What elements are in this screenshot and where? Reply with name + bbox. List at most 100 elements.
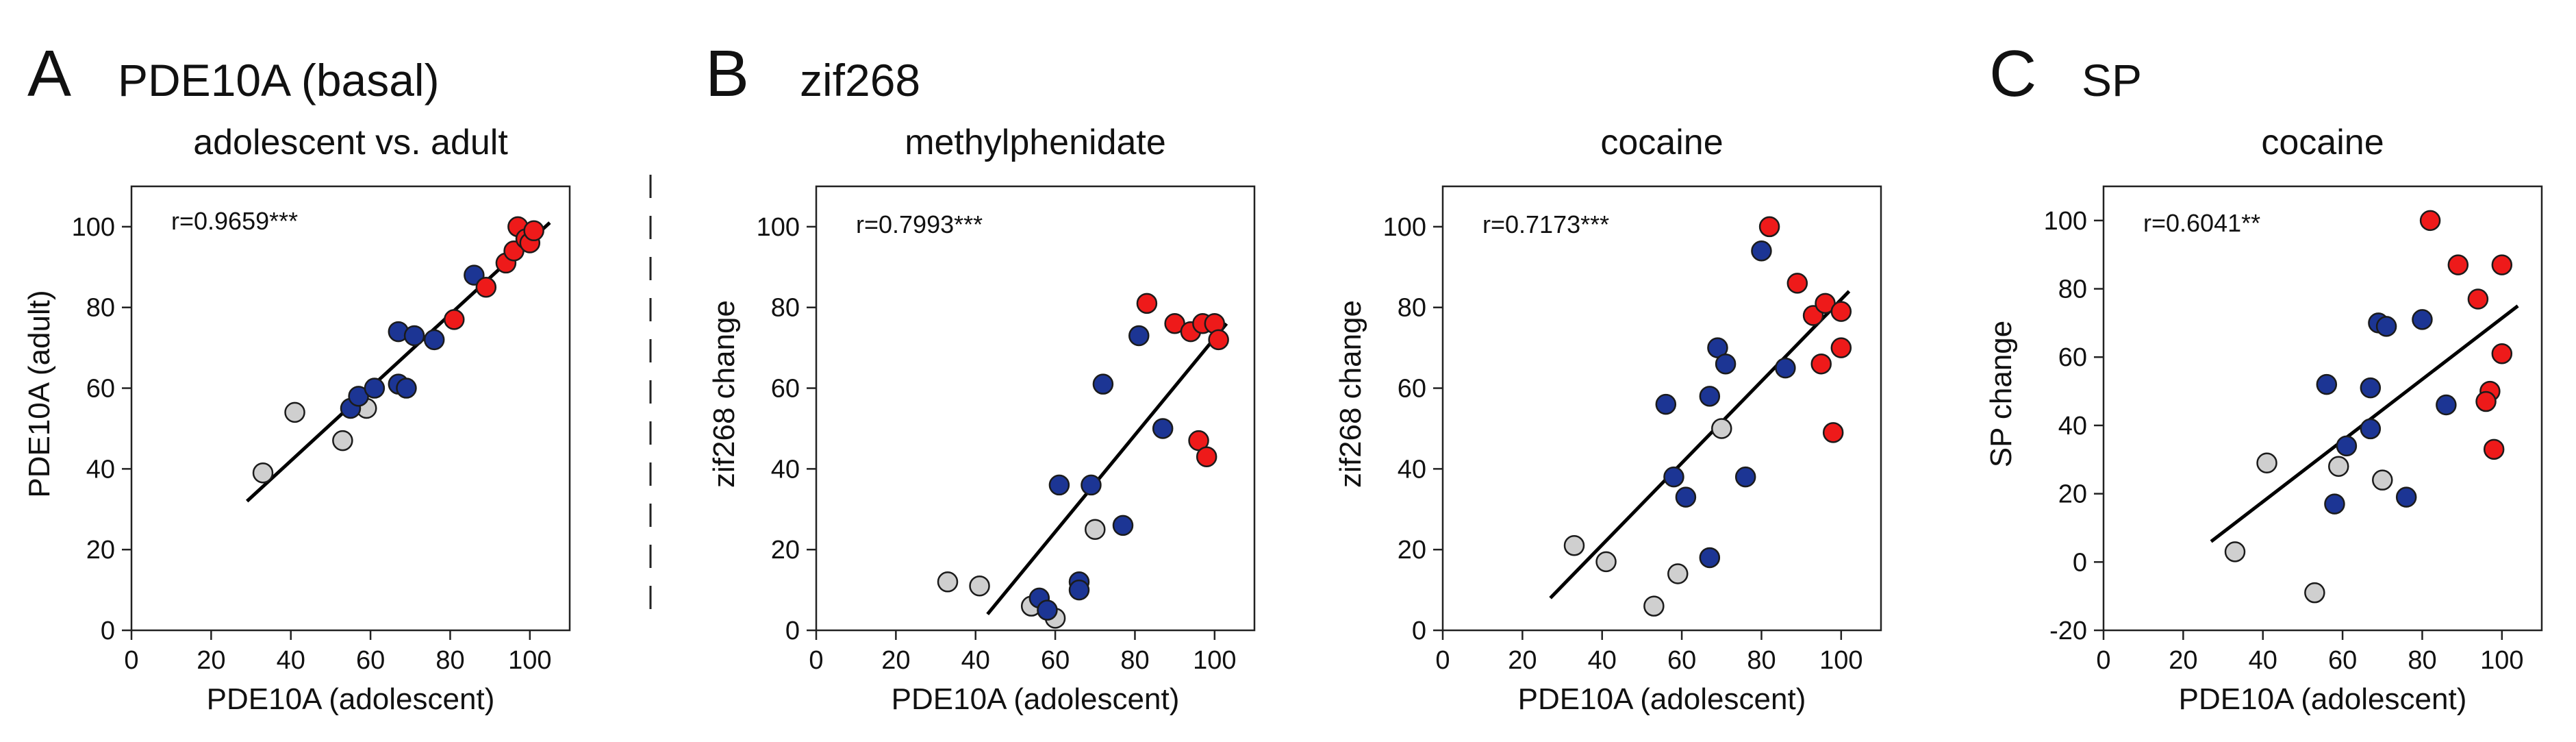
data-point-gray [2372, 469, 2393, 491]
data-point-gray [252, 462, 274, 484]
x-tick-label: 40 [277, 646, 305, 675]
data-point-red [2475, 391, 2497, 412]
data-point-red [523, 220, 544, 242]
y-tick-label: 20 [86, 536, 115, 565]
x-tick-label: 0 [2096, 646, 2110, 675]
data-point-red [1208, 329, 1229, 351]
y-tick-label: -20 [2049, 617, 2087, 645]
panel-heading-b: zif268 [800, 55, 920, 106]
data-point-gray [1595, 551, 1617, 573]
data-point-red [1196, 446, 1217, 467]
data-point-blue [1037, 599, 1058, 621]
y-tick-label: 60 [771, 375, 800, 404]
data-point-blue [2375, 316, 2397, 337]
y-tick-label: 80 [2058, 275, 2087, 304]
correlation-label: r=0.9659*** [171, 207, 298, 235]
x-tick-label: 60 [1041, 646, 1070, 675]
panel-letter-b: B [705, 37, 749, 110]
data-point-red [1822, 422, 1844, 443]
x-tick-label: 40 [2249, 646, 2277, 675]
data-point-blue [1663, 466, 1684, 488]
x-tick-label: 0 [124, 646, 138, 675]
panel-heading-a: PDE10A (basal) [118, 55, 440, 106]
y-tick-label: 40 [86, 455, 115, 484]
y-tick-label: 80 [86, 294, 115, 323]
data-point-blue [396, 378, 417, 399]
data-point-red [1810, 353, 1832, 375]
data-point-gray [1563, 535, 1585, 556]
x-tick-label: 100 [2480, 646, 2523, 675]
data-point-red [475, 277, 497, 298]
subplot-c-cocaine: cocaine r=0.6041** PDE10A (adolescent) S… [1984, 123, 2543, 716]
data-point-blue [1152, 418, 1174, 439]
y-tick-label: 40 [2058, 412, 2087, 441]
y-tick-label: 80 [771, 294, 800, 323]
y-tick-label: 100 [72, 213, 115, 242]
plot-frame [1441, 185, 1882, 632]
x-tick-label: 80 [2408, 646, 2436, 675]
data-point-red [2491, 254, 2513, 275]
x-tick-label: 20 [2169, 646, 2197, 675]
data-point-red [2467, 288, 2489, 310]
subplot-title: adolescent vs. adult [193, 123, 508, 162]
data-point-blue [1751, 240, 1772, 262]
x-tick-label: 100 [508, 646, 551, 675]
plot-frame [815, 185, 1256, 632]
y-tick-label: 80 [1398, 294, 1426, 323]
data-point-blue [403, 325, 425, 347]
data-point-blue [1734, 466, 1756, 488]
x-tick-label: 80 [435, 646, 464, 675]
data-point-red [2491, 343, 2513, 364]
data-point-red [1830, 301, 1852, 322]
correlation-label: r=0.7173*** [1482, 210, 1609, 238]
data-point-blue [1699, 547, 1721, 569]
regression-line [1549, 290, 1851, 599]
data-point-blue [1775, 357, 1796, 379]
x-axis-label: PDE10A (adolescent) [207, 682, 495, 716]
data-point-blue [423, 329, 445, 351]
data-point-gray [969, 575, 990, 597]
data-point-blue [1092, 373, 1114, 395]
data-point-red [1830, 337, 1852, 358]
y-tick-label: 0 [785, 617, 800, 645]
data-point-gray [1643, 595, 1665, 617]
data-point-gray [332, 430, 353, 452]
y-axis-label: SP change [1984, 321, 2018, 467]
x-axis-label: PDE10A (adolescent) [892, 682, 1180, 716]
data-point-red [444, 309, 465, 330]
data-point-red [1758, 216, 1780, 238]
data-point-blue [1128, 325, 1150, 347]
x-tick-label: 60 [1667, 646, 1696, 675]
x-tick-label: 60 [356, 646, 385, 675]
data-point-blue [1068, 579, 1090, 601]
x-tick-label: 0 [1435, 646, 1450, 675]
y-tick-label: 0 [2073, 548, 2087, 577]
data-point-red [2447, 254, 2469, 275]
x-tick-label: 0 [809, 646, 823, 675]
subplot-b-methylphenidate: methylphenidate r=0.7993*** PDE10A (adol… [707, 123, 1256, 716]
panel-letter-a: A [27, 37, 71, 110]
data-point-blue [1699, 386, 1721, 407]
correlation-label: r=0.7993*** [856, 210, 983, 238]
y-tick-label: 100 [2044, 207, 2087, 236]
data-point-gray [1085, 519, 1106, 540]
data-point-blue [1655, 393, 1677, 415]
data-point-blue [2436, 394, 2457, 416]
data-point-blue [2324, 493, 2345, 515]
y-tick-label: 0 [1412, 617, 1426, 645]
data-point-blue [2336, 435, 2358, 457]
data-point-gray [1667, 563, 1689, 584]
subplot-title: cocaine [1600, 123, 1723, 162]
data-point-blue [2360, 418, 2382, 440]
x-tick-label: 80 [1747, 646, 1776, 675]
y-tick-label: 60 [1398, 375, 1426, 404]
data-point-blue [2412, 309, 2433, 330]
subplot-title: methylphenidate [905, 123, 1166, 162]
data-point-blue [2316, 373, 2338, 395]
data-point-blue [364, 378, 386, 399]
subplot-a-adolescent-vs-adult: adolescent vs. adult r=0.9659*** PDE10A … [23, 123, 571, 716]
data-point-blue [1048, 474, 1070, 496]
y-tick-label: 20 [771, 536, 800, 565]
x-tick-label: 100 [1819, 646, 1862, 675]
